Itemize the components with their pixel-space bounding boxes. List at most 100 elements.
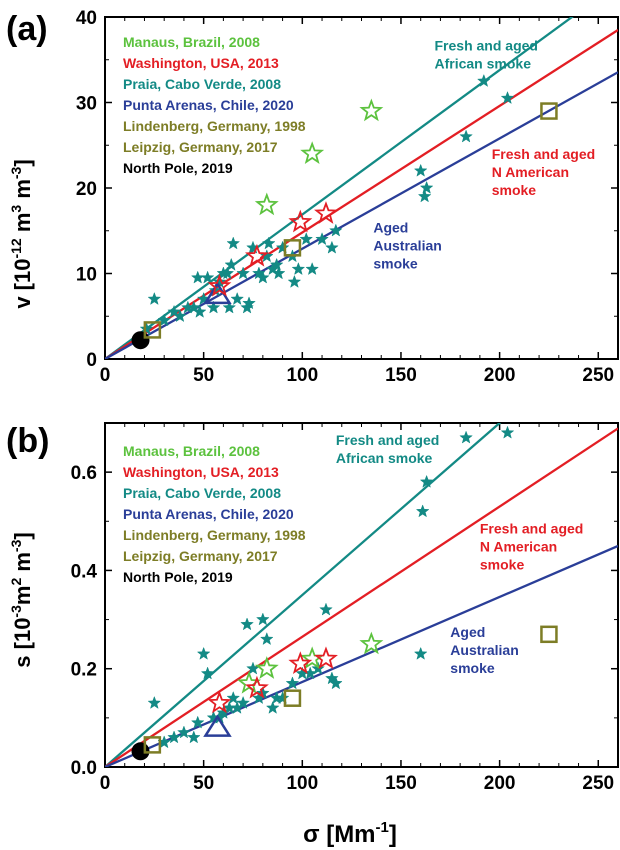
annotation-line: N American [480, 539, 557, 555]
praia-star-point [328, 676, 343, 690]
y-axis-label-a: v [10-12 m3 m-3] [8, 159, 35, 308]
annotation-line: Australian [373, 237, 441, 253]
fit-line-n-american [105, 427, 618, 767]
praia-star-point [311, 661, 325, 675]
x-tick-label: 0 [100, 365, 111, 386]
praia-star-point [299, 232, 314, 246]
annotation-line: smoke [450, 660, 495, 676]
praia-star-point [285, 676, 300, 690]
legend-entry: Punta Arenas, Chile, 2020 [123, 506, 294, 522]
x-tick-label: 200 [484, 365, 516, 386]
praia-star-point [157, 313, 172, 327]
praia-star-point [255, 270, 270, 284]
legend-entry: North Pole, 2019 [123, 160, 233, 176]
germany-square-point [143, 321, 162, 339]
praia-star-point [261, 236, 276, 250]
svg-text:v [10-12 m3 m-3]: v [10-12 m3 m-3] [8, 159, 35, 308]
praia-star-point [139, 321, 154, 335]
praia-star-point [291, 262, 306, 276]
praia-star-point [200, 270, 215, 284]
legend-entry: Leipzig, Germany, 2017 [123, 548, 278, 564]
x-tick-label: 150 [385, 773, 417, 794]
y-tick-label: 0.0 [71, 758, 97, 779]
praia-star-point [190, 270, 205, 284]
praia-star-point [275, 690, 290, 705]
legend-b: Manaus, Brazil, 2008 Washington, USA, 201… [123, 443, 306, 585]
praia-star-point [419, 474, 434, 488]
axis-ticks-b: 0 50 100 150 200 250 0.0 0.2 0.4 0.6 [71, 423, 618, 794]
x-tick-label: 250 [582, 365, 614, 386]
praia-star-point [259, 249, 274, 263]
annotation-line: smoke [480, 557, 525, 573]
data-marks-a [131, 73, 558, 350]
manaus-star-point [254, 192, 279, 216]
germany-square-point [283, 239, 302, 257]
praia-star-point [224, 257, 239, 271]
panel-label-a: (a) [6, 10, 48, 48]
praia-star-point [500, 91, 515, 105]
x-tick-label: 50 [193, 773, 214, 794]
north-pole-circle-point [131, 331, 150, 350]
praia-star-point [271, 266, 286, 280]
y-tick-label: 0 [86, 350, 97, 371]
x-tick-label: 200 [484, 773, 516, 794]
praia-star-point [325, 240, 339, 254]
praia-star-point [240, 617, 254, 631]
praia-star-point [177, 725, 191, 739]
legend-entry: Praia, Cabo Verde, 2008 [123, 485, 281, 501]
washington-star-point [244, 675, 269, 699]
manaus-star-point [300, 141, 325, 164]
legend-entry: Manaus, Brazil, 2008 [123, 34, 260, 50]
legend-entry: Lindenberg, Germany, 1998 [123, 118, 306, 134]
panel-a: (a) v [10-12 m3 m-3] 0 50 100 150 200 250 0 10 2… [6, 8, 619, 386]
praia-star-point [226, 690, 241, 705]
praia-star-point [242, 296, 256, 310]
panel-label-b: (b) [6, 422, 49, 460]
praia-star-point [236, 695, 250, 709]
annotation-label: Fresh and aged N American smoke [492, 146, 595, 198]
washington-star-point [207, 273, 232, 297]
fit-lines-b [105, 423, 618, 767]
washington-star-point [314, 646, 338, 670]
washington-star-point [288, 209, 313, 233]
annotation-line: Aged [450, 624, 485, 640]
praia-star-point [196, 646, 211, 660]
praia-star-point [305, 262, 320, 276]
praia-star-point [192, 304, 207, 318]
manaus-star-point [254, 656, 279, 679]
praia-star-point [459, 430, 473, 444]
praia-star-point [315, 232, 329, 246]
panel-b: (b) s [10-3m2 m-3] 0 50 100 150 200 250 0.0 0.2… [6, 422, 619, 794]
legend-a: Manaus, Brazil, 2008 Washington, USA, 201… [123, 34, 306, 176]
praia-star-point [190, 715, 205, 729]
germany-square-point [143, 736, 162, 754]
y-tick-label: 0.4 [71, 561, 98, 582]
praia-star-point [269, 257, 284, 271]
praia-star-point [419, 180, 434, 194]
y-tick-label: 20 [76, 179, 97, 200]
y-axis-label-b: s [10-3m2 m-3] [8, 532, 35, 667]
annotation-line: African smoke [336, 450, 433, 466]
annotations-a: Fresh and aged African smoke Fresh and age… [373, 37, 595, 271]
praia-star-point [265, 700, 280, 714]
praia-star-point [173, 309, 187, 323]
praia-star-point [500, 425, 515, 439]
annotation-line: smoke [492, 182, 537, 198]
praia-star-point [413, 163, 428, 177]
washington-star-point [207, 690, 232, 714]
praia-star-point [226, 236, 241, 250]
praia-star-point [328, 223, 343, 237]
praia-star-point [275, 240, 290, 254]
x-tick-label: 50 [193, 365, 214, 386]
annotation-line: Fresh and aged [492, 146, 595, 162]
x-tick-label: 0 [100, 773, 111, 794]
x-tick-label: 100 [286, 773, 318, 794]
legend-entry: Washington, USA, 2013 [123, 55, 279, 71]
x-tick-label: 100 [286, 365, 318, 386]
annotation-label: Fresh and aged African smoke [435, 37, 538, 71]
annotation-line: smoke [373, 255, 418, 271]
y-tick-label: 40 [76, 8, 97, 29]
annotation-line: Aged [373, 219, 408, 235]
